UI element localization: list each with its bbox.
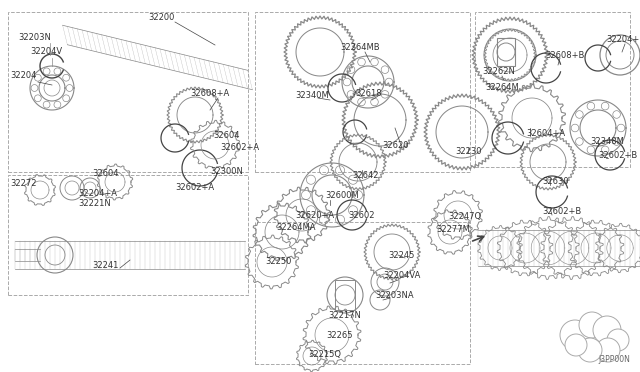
Text: 32272: 32272 xyxy=(10,179,36,187)
Text: 32241: 32241 xyxy=(92,262,118,270)
Text: 32264MA: 32264MA xyxy=(276,224,316,232)
Text: 32630: 32630 xyxy=(542,177,568,186)
Text: 32277M: 32277M xyxy=(436,225,470,234)
Text: 32250: 32250 xyxy=(265,257,291,266)
Text: 32215Q: 32215Q xyxy=(308,350,341,359)
Text: 32203N: 32203N xyxy=(18,33,51,42)
Text: 32620: 32620 xyxy=(382,141,408,151)
Bar xyxy=(475,12,630,167)
Circle shape xyxy=(607,329,629,351)
Text: 32245: 32245 xyxy=(388,251,414,260)
Bar xyxy=(255,12,470,172)
Text: 32618: 32618 xyxy=(355,89,381,97)
Bar xyxy=(255,222,470,364)
Text: 32620+A: 32620+A xyxy=(295,212,334,221)
Text: 32230: 32230 xyxy=(455,148,481,157)
Text: 32204+A: 32204+A xyxy=(78,189,117,198)
Text: 32642: 32642 xyxy=(352,170,378,180)
Text: 32204VA: 32204VA xyxy=(383,272,420,280)
Text: 32602: 32602 xyxy=(348,211,374,219)
Circle shape xyxy=(579,312,605,338)
Text: 32602+B: 32602+B xyxy=(598,151,637,160)
Text: 32217N: 32217N xyxy=(328,311,361,321)
Text: 32608+A: 32608+A xyxy=(190,89,229,97)
Text: 32608+B: 32608+B xyxy=(545,51,584,60)
Circle shape xyxy=(596,338,620,362)
Text: 32203NA: 32203NA xyxy=(375,292,413,301)
Bar xyxy=(497,38,515,66)
Text: 32221N: 32221N xyxy=(78,199,111,208)
Text: 32600M: 32600M xyxy=(325,192,359,201)
Text: 32604+A: 32604+A xyxy=(526,128,565,138)
Circle shape xyxy=(578,338,602,362)
Text: 32602+A: 32602+A xyxy=(175,183,214,192)
Text: 32340M: 32340M xyxy=(295,90,329,99)
Circle shape xyxy=(593,316,621,344)
Circle shape xyxy=(560,320,590,350)
Text: 32204+B: 32204+B xyxy=(606,35,640,45)
Text: 32300N: 32300N xyxy=(210,167,243,176)
Text: 32204: 32204 xyxy=(10,71,36,80)
Text: 32604: 32604 xyxy=(92,169,118,177)
Text: 32264MB: 32264MB xyxy=(340,44,380,52)
Bar xyxy=(335,280,355,310)
Text: 32247Q: 32247Q xyxy=(448,212,481,221)
Text: 32602+B: 32602+B xyxy=(542,208,581,217)
Text: 32200: 32200 xyxy=(148,13,174,22)
Text: 32348M: 32348M xyxy=(590,138,624,147)
Text: 32265: 32265 xyxy=(326,331,353,340)
Text: 32262N: 32262N xyxy=(482,67,515,77)
Text: 32204V: 32204V xyxy=(30,48,62,57)
Bar xyxy=(8,12,248,172)
Circle shape xyxy=(565,334,587,356)
Text: J3PP00N: J3PP00N xyxy=(598,356,630,365)
Text: 32264M: 32264M xyxy=(485,83,519,93)
Text: 32604: 32604 xyxy=(213,131,239,141)
Text: 32602+A: 32602+A xyxy=(220,144,259,153)
Bar xyxy=(8,175,248,295)
